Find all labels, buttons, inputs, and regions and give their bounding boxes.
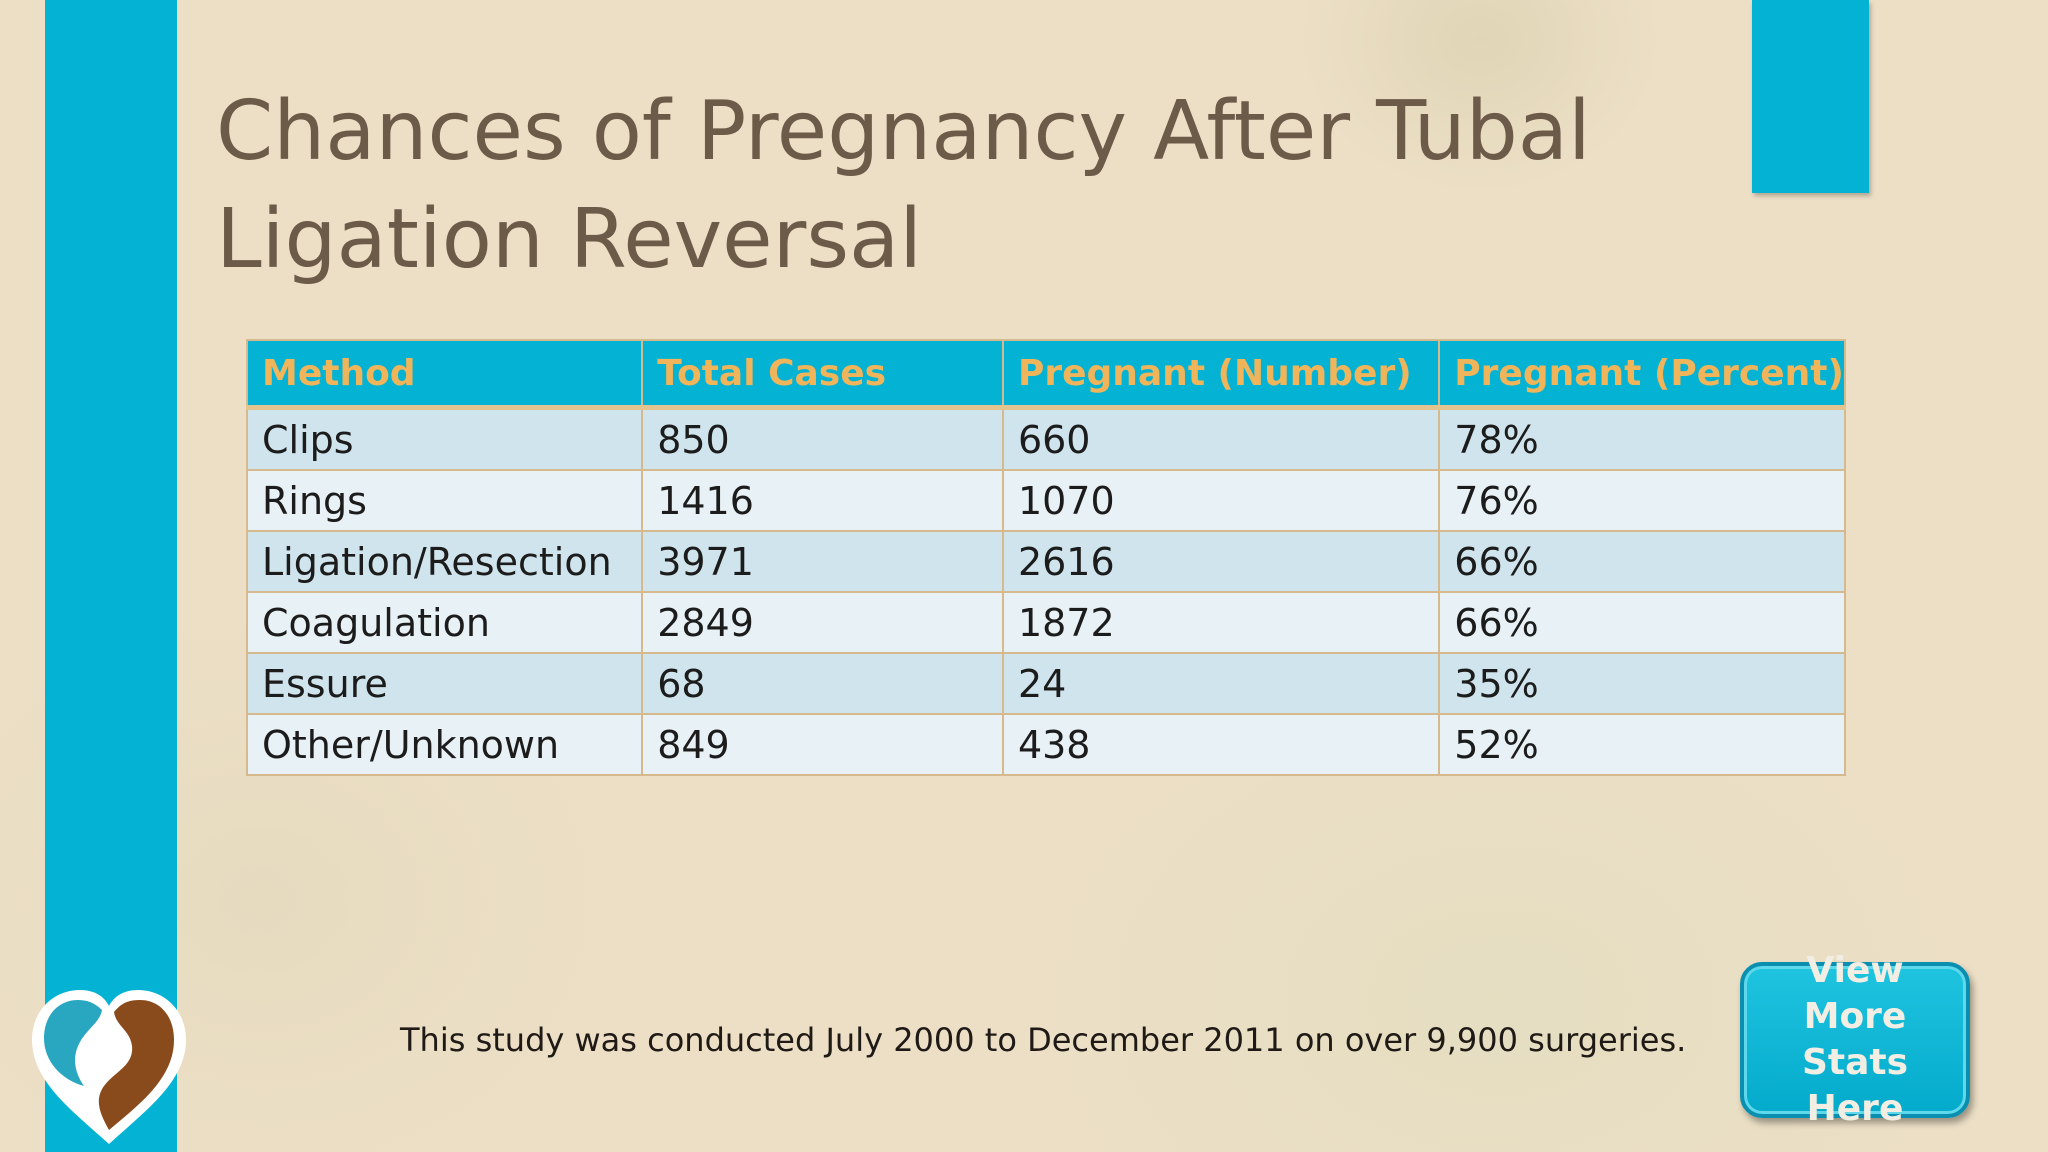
- cell-method: Ligation/Resection: [245, 530, 644, 593]
- cell-pregnant-percent: 66%: [1438, 530, 1846, 593]
- cell-method: Other/Unknown: [245, 713, 644, 776]
- table-row: Coagulation 2849 1872 66%: [245, 591, 1846, 654]
- heart-logo-icon: [32, 990, 186, 1144]
- view-more-stats-label: View More Stats Here: [1801, 950, 1909, 1129]
- cell-total-cases: 68: [641, 652, 1004, 715]
- heart-left-half: [44, 1000, 102, 1086]
- cell-total-cases: 849: [641, 713, 1004, 776]
- cell-method: Essure: [245, 652, 644, 715]
- cell-pregnant-number: 1872: [1001, 591, 1441, 654]
- header-method: Method: [245, 339, 644, 410]
- table-row: Rings 1416 1070 76%: [245, 469, 1846, 532]
- cell-pregnant-percent: 52%: [1438, 713, 1846, 776]
- study-footnote: This study was conducted July 2000 to De…: [400, 1021, 1687, 1059]
- table-row: Other/Unknown 849 438 52%: [245, 713, 1846, 776]
- table-row: Ligation/Resection 3971 2616 66%: [245, 530, 1846, 593]
- cell-total-cases: 1416: [641, 469, 1004, 532]
- cell-pregnant-percent: 66%: [1438, 591, 1846, 654]
- left-accent-bar: [45, 0, 177, 1152]
- cell-pregnant-number: 1070: [1001, 469, 1441, 532]
- header-pregnant-number: Pregnant (Number): [1001, 339, 1441, 410]
- cell-total-cases: 3971: [641, 530, 1004, 593]
- cell-pregnant-percent: 35%: [1438, 652, 1846, 715]
- table-header-row: Method Total Cases Pregnant (Number) Pre…: [245, 339, 1846, 410]
- heart-right-half: [98, 1000, 174, 1130]
- cell-pregnant-number: 2616: [1001, 530, 1441, 593]
- cell-pregnant-number: 660: [1001, 406, 1441, 471]
- cell-method: Coagulation: [245, 591, 644, 654]
- header-total-cases: Total Cases: [641, 339, 1004, 410]
- pregnancy-stats-table: Method Total Cases Pregnant (Number) Pre…: [245, 339, 1846, 776]
- table-row: Clips 850 660 78%: [245, 406, 1846, 471]
- top-right-accent-tab: [1752, 0, 1869, 193]
- slide-title: Chances of Pregnancy After Tubal Ligatio…: [216, 84, 1591, 287]
- cell-total-cases: 850: [641, 406, 1004, 471]
- cell-pregnant-number: 24: [1001, 652, 1441, 715]
- cell-method: Clips: [245, 406, 644, 471]
- cell-method: Rings: [245, 469, 644, 532]
- cell-pregnant-percent: 78%: [1438, 406, 1846, 471]
- header-pregnant-percent: Pregnant (Percent): [1438, 339, 1846, 410]
- cell-total-cases: 2849: [641, 591, 1004, 654]
- cell-pregnant-percent: 76%: [1438, 469, 1846, 532]
- view-more-stats-button[interactable]: View More Stats Here: [1740, 950, 1970, 1129]
- cell-pregnant-number: 438: [1001, 713, 1441, 776]
- table-row: Essure 68 24 35%: [245, 652, 1846, 715]
